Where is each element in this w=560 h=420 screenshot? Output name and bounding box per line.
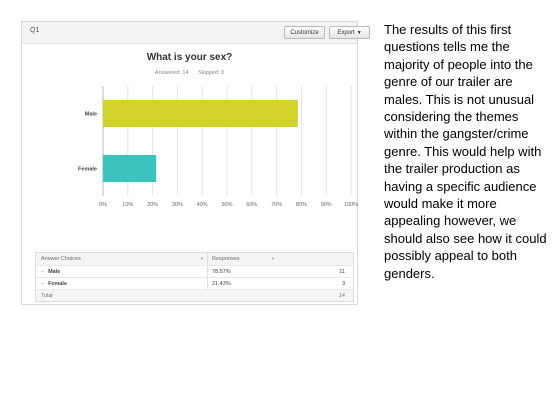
skipped-count: Skipped: 0 <box>198 70 225 76</box>
row-count: 11 <box>339 269 345 275</box>
row-percent: 78.57% <box>212 269 231 275</box>
customize-label: Customize <box>290 29 319 36</box>
analysis-text: The results of this first questions tell… <box>384 22 547 281</box>
chart-title: What is your sex? <box>146 52 233 63</box>
customize-button[interactable]: Customize <box>284 26 325 39</box>
total-count: 14 <box>338 293 345 299</box>
category-label: Female <box>78 167 97 173</box>
row-choice: Male <box>48 269 61 275</box>
x-tick-label: 90% <box>321 202 332 208</box>
x-tick-label: 50% <box>221 202 232 208</box>
bar-female <box>103 155 157 182</box>
sort-icon[interactable]: ▼ <box>200 256 204 261</box>
answer-choices-header[interactable]: Answer Choices <box>41 256 81 262</box>
table-total-row: Total 14 <box>36 289 353 301</box>
x-tick-label: 0% <box>99 202 107 208</box>
x-tick-label: 80% <box>296 202 307 208</box>
dash-icon: – <box>41 281 45 287</box>
x-tick-label: 100% <box>344 202 358 208</box>
sort-icon[interactable]: ▼ <box>271 256 275 261</box>
x-tick-label: 20% <box>147 202 158 208</box>
caret-down-icon: ▼ <box>356 29 362 36</box>
column-divider <box>207 253 208 265</box>
total-label: Total <box>41 293 53 299</box>
survey-question-panel: Q1 Customize Export ▼ What is your sex? … <box>21 21 370 305</box>
export-button[interactable]: Export ▼ <box>329 26 370 39</box>
column-divider <box>207 278 208 289</box>
bar-male <box>103 100 298 127</box>
panel-header: Q1 Customize Export ▼ <box>22 22 370 44</box>
x-tick-label: 40% <box>197 202 208 208</box>
x-tick-label: 10% <box>122 202 133 208</box>
category-label: Male <box>85 112 97 118</box>
table-row: – Female 21.43% 3 <box>36 277 353 289</box>
x-tick-label: 60% <box>246 202 257 208</box>
table-header-row: Answer Choices ▼ Responses ▼ <box>36 253 353 265</box>
dash-icon: – <box>41 269 45 275</box>
table-row: – Male 78.57% 11 <box>36 265 353 277</box>
responses-table: Answer Choices ▼ Responses ▼ – Male 78.57… <box>35 252 354 302</box>
x-tick-label: 30% <box>172 202 183 208</box>
export-label: Export <box>337 29 355 36</box>
question-label: Q1 <box>30 27 40 34</box>
bar-chart: 0% 10% 20% 30% 40% 50% 60% 70% 80% 90% 100% Male Fem… <box>78 86 358 208</box>
row-percent: 21.43% <box>212 281 231 287</box>
answered-count: Answered: 14 <box>154 70 189 76</box>
x-tick-label: 70% <box>271 202 282 208</box>
responses-header[interactable]: Responses <box>212 256 240 262</box>
row-count: 3 <box>341 281 345 287</box>
row-choice: Female <box>48 281 68 287</box>
response-stats: Answered: 14 Skipped: 0 <box>22 70 357 76</box>
column-divider <box>207 266 208 277</box>
